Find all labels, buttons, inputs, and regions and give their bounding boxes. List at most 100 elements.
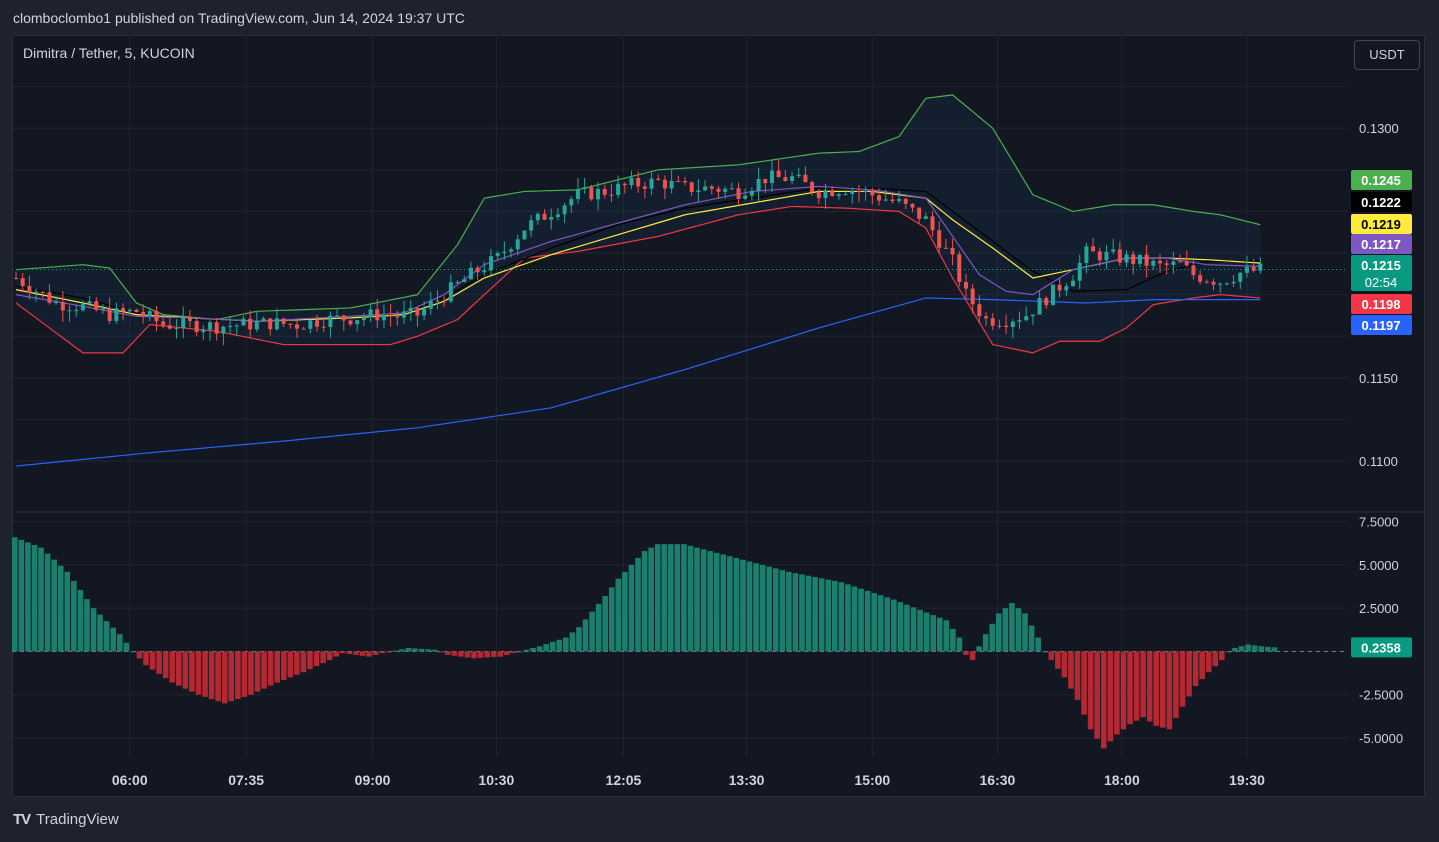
axis-label: 13:30 xyxy=(729,772,765,788)
histogram-bar xyxy=(182,651,189,689)
histogram-bar xyxy=(366,651,372,657)
histogram-bar xyxy=(235,651,241,700)
histogram-bar xyxy=(1179,651,1186,707)
candle-body xyxy=(863,190,868,193)
axis-label: 07:35 xyxy=(228,772,264,788)
histogram-bar xyxy=(458,651,464,657)
candle-body xyxy=(321,326,326,328)
candle-body xyxy=(910,203,915,208)
candle-body xyxy=(67,310,72,312)
candle-body xyxy=(234,325,239,327)
candle-body xyxy=(408,307,413,312)
histogram-bar xyxy=(668,544,674,652)
candle-body xyxy=(281,318,286,324)
histogram-bar xyxy=(989,623,996,652)
candle-body xyxy=(1238,272,1243,282)
candle-body xyxy=(201,329,206,333)
histogram-bar xyxy=(359,651,366,656)
histogram-bar xyxy=(123,642,130,652)
candle-body xyxy=(970,288,975,305)
axis-label: -5.0000 xyxy=(1359,731,1403,746)
candle-body xyxy=(1017,320,1022,322)
histogram-bar xyxy=(510,651,517,654)
candle-body xyxy=(228,326,233,328)
candle-body xyxy=(415,307,420,316)
candle-body xyxy=(1151,260,1156,266)
candle-body xyxy=(395,316,400,318)
histogram-bar xyxy=(130,651,136,653)
candle-body xyxy=(930,216,935,231)
candle-body xyxy=(127,309,132,312)
histogram-bar xyxy=(884,597,891,652)
histogram-bar xyxy=(536,646,543,652)
histogram-bar xyxy=(923,612,930,652)
candle-body xyxy=(1097,251,1102,261)
histogram-bar xyxy=(1192,651,1199,687)
histogram-bar xyxy=(661,544,668,652)
histogram-bar xyxy=(589,611,595,652)
candle-body xyxy=(488,256,493,271)
histogram-bar xyxy=(280,651,287,680)
histogram-bar xyxy=(1251,645,1258,652)
histogram-bar xyxy=(202,651,208,697)
histogram-bar xyxy=(871,593,877,652)
histogram-bar xyxy=(700,549,707,652)
candle-body xyxy=(187,317,192,321)
histogram-bar xyxy=(25,542,31,652)
candles xyxy=(14,160,1263,346)
candle-body xyxy=(1204,281,1209,283)
histogram-bar xyxy=(1232,647,1238,652)
histogram-bar xyxy=(904,604,910,652)
histogram-bar xyxy=(1081,651,1087,715)
line-ma-black xyxy=(15,187,1261,322)
candle-body xyxy=(696,190,701,192)
price-label-value: 0.1219 xyxy=(1361,217,1401,232)
candle-body xyxy=(616,183,621,195)
candle-body xyxy=(877,195,882,201)
line-ma-purple xyxy=(15,185,1261,322)
histogram-bar xyxy=(812,577,818,652)
histogram-bar xyxy=(294,651,300,675)
candle-body xyxy=(769,170,774,184)
histogram-bar xyxy=(930,615,936,652)
currency-button[interactable]: USDT xyxy=(1354,40,1420,70)
candle-body xyxy=(388,315,393,317)
candle-body xyxy=(515,239,520,250)
axis-label: -2.5000 xyxy=(1359,688,1403,703)
candle-body xyxy=(602,188,607,195)
chart-canvas[interactable]: 0.1300 0.1150 0.1100 7.5000 5.0000 2.5000 -2.5… xyxy=(12,35,1425,797)
histogram-bar xyxy=(116,634,123,652)
histogram-bar xyxy=(733,557,740,652)
candle-body xyxy=(348,320,353,325)
histogram-bar xyxy=(838,582,845,652)
histogram-bar xyxy=(622,571,628,652)
histogram-bar xyxy=(792,573,799,652)
axis-label: 5.0000 xyxy=(1359,558,1399,573)
candle-body xyxy=(47,292,52,303)
candle-body xyxy=(676,180,681,182)
candle-body xyxy=(1084,246,1089,263)
histogram-bar xyxy=(1271,647,1278,652)
histogram-bar xyxy=(57,565,64,652)
histogram-bar xyxy=(64,571,71,652)
histogram-bar xyxy=(556,639,563,652)
histogram-bar xyxy=(504,651,510,655)
histogram-bar xyxy=(31,545,38,652)
histogram xyxy=(12,537,1347,749)
histogram-bar xyxy=(1114,651,1120,735)
candle-body xyxy=(736,188,741,199)
histogram-bar xyxy=(1002,608,1009,652)
candle-body xyxy=(1157,260,1162,264)
candle-body xyxy=(402,311,407,318)
candle-body xyxy=(729,188,734,190)
histogram-bar xyxy=(917,609,923,652)
histogram-bar xyxy=(891,599,897,652)
histogram-value-text: 0.2358 xyxy=(1361,640,1401,655)
candle-body xyxy=(509,249,514,252)
histogram-bar xyxy=(431,649,438,652)
candle-body xyxy=(60,302,65,311)
tradingview-brand[interactable]: TV TradingView xyxy=(13,811,119,828)
candle-body xyxy=(134,309,139,313)
candle-body xyxy=(549,217,554,220)
histogram-bar xyxy=(779,570,786,652)
